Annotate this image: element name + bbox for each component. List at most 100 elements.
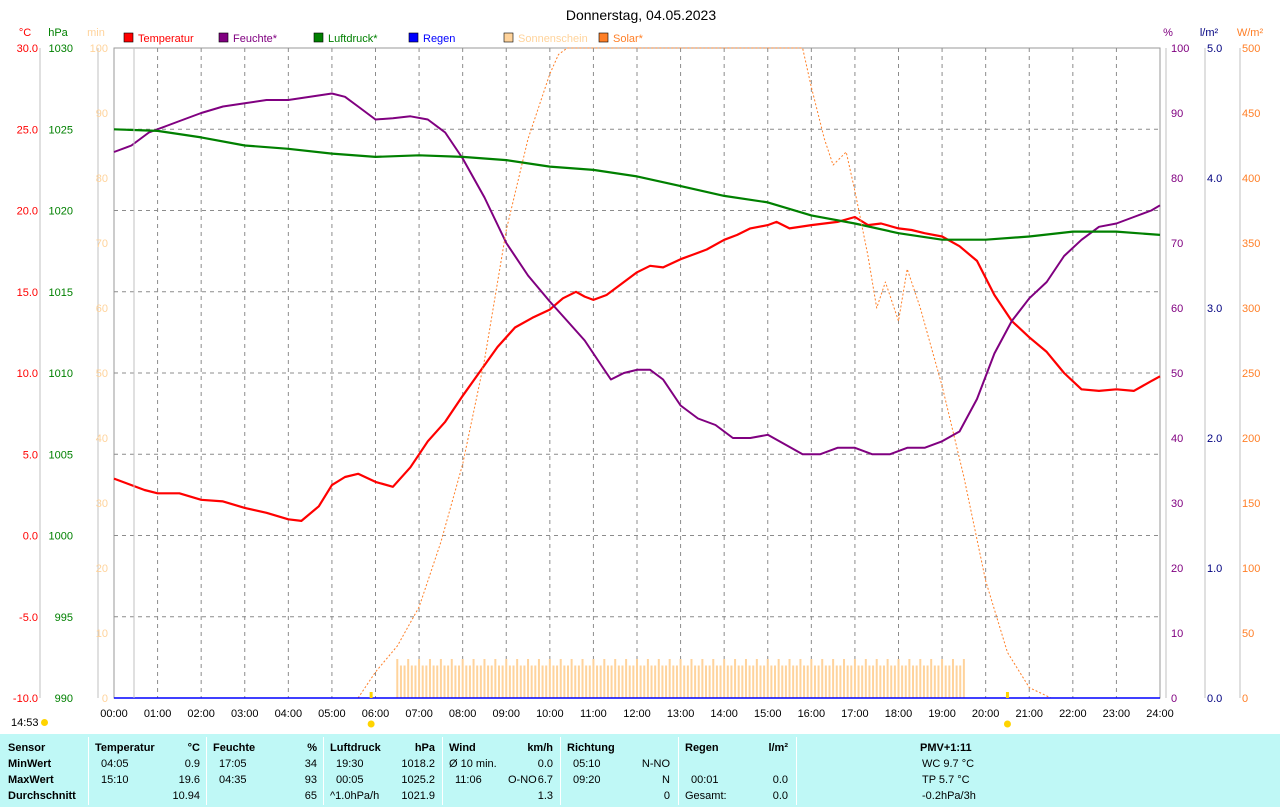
temperature-tick-label: -10.0 [13, 693, 38, 705]
legend-label: Solar* [613, 33, 644, 45]
axis-unit-label: hPa [48, 27, 68, 39]
pressure-tick-label: 1005 [49, 449, 73, 461]
dir-value: 0 [663, 790, 670, 802]
humidity-tick-label: 40 [1171, 433, 1183, 445]
header-temperature-unit: °C [187, 742, 200, 754]
statistics-table: Sensor Temperatur °C Feuchte % Luftdruck… [0, 734, 1280, 807]
x-tick-label: 04:00 [275, 708, 303, 720]
legend-swatch [503, 32, 514, 43]
temperature-tick-label: 0.0 [23, 531, 38, 543]
header-humidity-unit: % [307, 742, 317, 754]
series-line [113, 215, 1161, 523]
x-tick-label: 06:00 [362, 708, 390, 720]
sunshine-tick-label: 50 [96, 368, 108, 380]
legend-label: Sonnenschein [518, 33, 588, 45]
x-tick-label: 05:00 [318, 708, 346, 720]
header-rain: Regen [685, 742, 719, 754]
humidity-tick-label: 80 [1171, 173, 1183, 185]
clock-marker-icon [41, 719, 48, 726]
x-tick-label: 09:00 [492, 708, 520, 720]
solar-tick-label: 150 [1242, 498, 1260, 510]
hum-time: 17:05 [219, 758, 247, 770]
sunshine-tick-label: 80 [96, 173, 108, 185]
hum-value: 65 [304, 790, 317, 802]
dir-value: N-NO [641, 758, 670, 770]
temp-value: 0.9 [184, 758, 200, 770]
pressure-tick-label: 1030 [49, 43, 73, 55]
dir-time: 05:10 [573, 758, 601, 770]
rain-time: 00:01 [691, 774, 719, 786]
x-tick-label: 17:00 [841, 708, 869, 720]
legend-label: Temperatur [138, 33, 194, 45]
column-divider [678, 737, 679, 805]
sunshine-tick-label: 40 [96, 433, 108, 445]
sunshine-tick-label: 20 [96, 563, 108, 575]
x-tick-label: 02:00 [187, 708, 215, 720]
column-divider [323, 737, 324, 805]
hum-value: 93 [304, 774, 317, 786]
wind-value: 6.7 [537, 774, 553, 786]
temp-value: 10.94 [172, 790, 200, 802]
pressure-tick-label: 1025 [49, 124, 73, 136]
humidity-tick-label: 0 [1171, 693, 1177, 705]
x-tick-label: 16:00 [798, 708, 826, 720]
press-value: 1018.2 [401, 758, 435, 770]
x-tick-label: 07:00 [405, 708, 433, 720]
humidity-tick-label: 70 [1171, 238, 1183, 250]
sunshine-tick-label: 10 [96, 628, 108, 640]
x-tick-label: 10:00 [536, 708, 564, 720]
column-divider [560, 737, 561, 805]
x-tick-label: 18:00 [885, 708, 913, 720]
wind-label: Ø 10 min. [449, 758, 497, 770]
temperature-tick-label: 20.0 [17, 206, 38, 218]
x-tick-label: 23:00 [1103, 708, 1131, 720]
humidity-tick-label: 100 [1171, 43, 1189, 55]
dir-time: 09:20 [573, 774, 601, 786]
rain-value: 0.0 [772, 774, 788, 786]
x-tick-label: 20:00 [972, 708, 1000, 720]
press-value: 1021.9 [401, 790, 435, 802]
hum-time: 04:35 [219, 774, 247, 786]
temp-time: 15:10 [101, 774, 129, 786]
column-divider [442, 737, 443, 805]
sunshine-tick-label: 30 [96, 498, 108, 510]
rain-tick-label: 4.0 [1207, 173, 1222, 185]
solar-tick-label: 0 [1242, 693, 1248, 705]
x-tick-label: 21:00 [1015, 708, 1043, 720]
legend-swatch [598, 32, 609, 43]
axis-unit-label: min [87, 27, 105, 39]
solar-tick-label: 500 [1242, 43, 1260, 55]
header-pressure-unit: hPa [414, 742, 435, 754]
wind-value: 0.0 [537, 758, 553, 770]
x-tick-label: 24:00 [1146, 708, 1174, 720]
axis-unit-label: W/m² [1237, 27, 1264, 39]
solar-tick-label: 50 [1242, 628, 1254, 640]
legend-label: Feuchte* [233, 33, 278, 45]
header-wind: Wind [449, 742, 476, 754]
x-tick-label: 19:00 [928, 708, 956, 720]
row-label: Durchschnitt [8, 790, 76, 802]
pressure-tick-label: 990 [55, 693, 73, 705]
rain-tick-label: 1.0 [1207, 563, 1222, 575]
rain-tick-label: 2.0 [1207, 433, 1222, 445]
x-tick-label: 12:00 [623, 708, 651, 720]
dir-value: N [662, 774, 670, 786]
legend: Temperatur Feuchte* Luftdruck* Regen Sonnens… [123, 32, 644, 45]
humidity-tick-label: 20 [1171, 563, 1183, 575]
chart-title: Donnerstag, 04.05.2023 [566, 7, 716, 23]
press-trend: ^1.0hPa/h [330, 790, 380, 802]
press-value: 1025.2 [401, 774, 435, 786]
axis-unit-label: l/m² [1200, 27, 1219, 39]
pressure-tick-label: 1000 [49, 531, 73, 543]
header-sensor: Sensor [8, 742, 46, 754]
solar-tick-label: 350 [1242, 238, 1260, 250]
pmv-value: -0.2hPa/3h [922, 790, 976, 802]
x-tick-label: 13:00 [667, 708, 695, 720]
temperature-tick-label: -5.0 [19, 612, 38, 624]
axis-unit-label: °C [19, 27, 31, 39]
solar-tick-label: 400 [1242, 173, 1260, 185]
hum-value: 34 [304, 758, 317, 770]
legend-swatch [408, 32, 419, 43]
wind-label: 11:06 [455, 774, 482, 786]
axes: -10.0 -5.0 0.0 5.0 10.0 15.0 20.0 25.0 30.0 990 99… [13, 27, 1264, 728]
